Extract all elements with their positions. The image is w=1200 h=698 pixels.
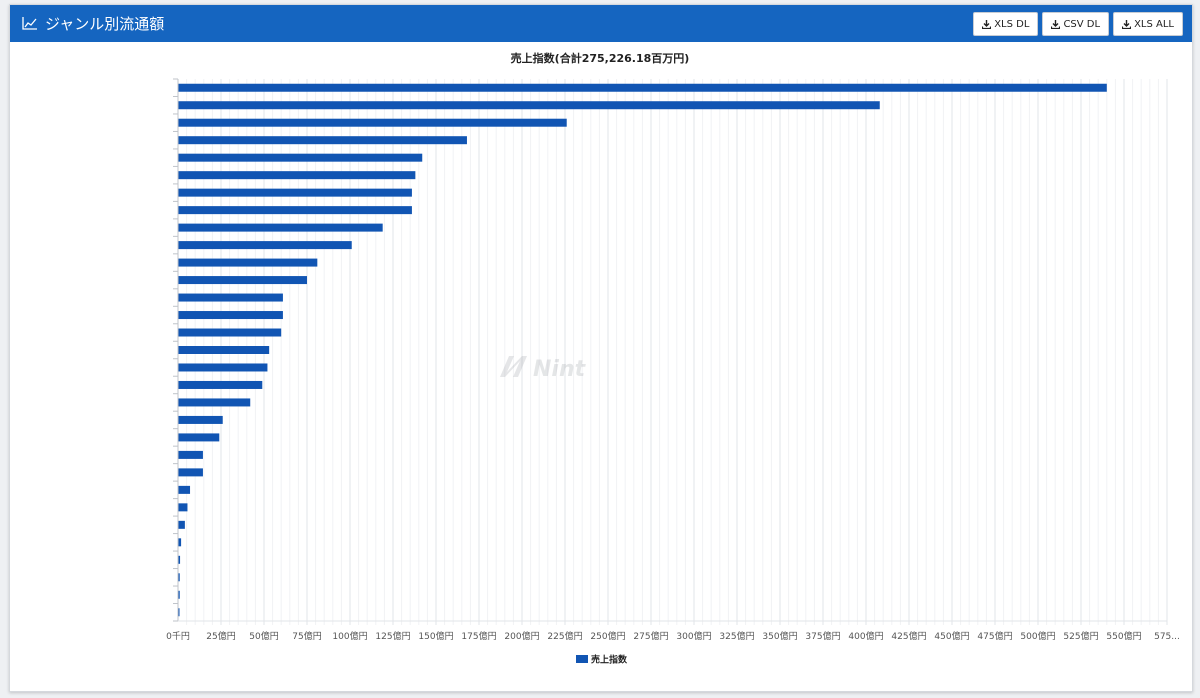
x-tick-label: 25億円 xyxy=(206,630,235,642)
bar[interactable] xyxy=(178,380,263,389)
nint-logo-icon xyxy=(500,356,527,377)
x-tick-label: 525億円 xyxy=(1063,630,1098,642)
x-tick-label: 125億円 xyxy=(375,630,410,642)
bar[interactable] xyxy=(178,276,307,285)
bar[interactable] xyxy=(178,83,1107,92)
csv-download-button[interactable]: CSV DL xyxy=(1042,12,1110,36)
xls-all-download-button[interactable]: XLS ALL xyxy=(1113,12,1183,36)
bar[interactable] xyxy=(178,328,282,337)
panel-title-text: ジャンル別流通額 xyxy=(45,15,165,33)
xls-all-download-label: XLS ALL xyxy=(1134,18,1174,30)
panel-title: ジャンル別流通額 xyxy=(22,5,164,42)
x-tick-label: 350億円 xyxy=(762,630,797,642)
chart-axes xyxy=(173,78,1167,622)
bar[interactable] xyxy=(178,520,185,529)
bar[interactable] xyxy=(178,433,220,442)
bar[interactable] xyxy=(178,573,180,582)
x-axis-tick-labels: 0千円 25億円 50億円 75億円 100億円 125億円 150億円 175億円 200億円… xyxy=(166,630,1180,642)
bar[interactable] xyxy=(178,258,318,267)
bar[interactable] xyxy=(178,555,181,564)
x-tick-label: 175億円 xyxy=(461,630,496,642)
x-tick-label: 100億円 xyxy=(332,630,367,642)
bar[interactable] xyxy=(178,538,182,547)
bar[interactable] xyxy=(178,241,352,250)
x-tick-label: 400億円 xyxy=(848,630,883,642)
x-tick-label: 225億円 xyxy=(547,630,582,642)
x-tick-label: 500億円 xyxy=(1020,630,1055,642)
x-tick-label: 0千円 xyxy=(166,631,190,642)
x-tick-label: 325億円 xyxy=(719,630,754,642)
nint-watermark: Nint xyxy=(500,356,587,382)
bar[interactable] xyxy=(178,311,283,320)
x-tick-label: 375億円 xyxy=(805,630,840,642)
bar[interactable] xyxy=(178,346,270,354)
legend-swatch xyxy=(576,655,588,663)
watermark-text: Nint xyxy=(533,357,587,382)
download-icon xyxy=(982,19,992,29)
chart-gridlines xyxy=(186,79,1168,625)
bar[interactable] xyxy=(178,188,412,197)
bar[interactable] xyxy=(178,485,191,494)
x-tick-label: 150億円 xyxy=(418,630,453,642)
bar[interactable] xyxy=(178,171,416,180)
panel-header: ジャンル別流通額 XLS DL CSV DL XLS ALL xyxy=(10,5,1192,42)
x-tick-label: 250億円 xyxy=(590,630,625,642)
bar[interactable] xyxy=(178,590,180,599)
export-buttons: XLS DL CSV DL XLS ALL xyxy=(973,12,1183,36)
bar[interactable] xyxy=(178,450,203,459)
xls-download-label: XLS DL xyxy=(994,18,1030,30)
bar[interactable] xyxy=(178,503,188,512)
chart-bars xyxy=(178,83,1107,617)
bar[interactable] xyxy=(178,101,880,110)
chart-title: 売上指数(合計275,226.18百万円) xyxy=(511,51,690,65)
legend-label: 売上指数 xyxy=(591,654,628,666)
bar[interactable] xyxy=(178,223,383,232)
bar[interactable] xyxy=(178,136,467,145)
x-tick-label: 475億円 xyxy=(977,630,1012,642)
bar[interactable] xyxy=(178,118,567,127)
bar[interactable] xyxy=(178,468,203,477)
bar[interactable] xyxy=(178,153,423,162)
x-tick-label: 200億円 xyxy=(504,630,539,642)
x-tick-label: 300億円 xyxy=(676,630,711,642)
chart-icon xyxy=(22,17,38,30)
x-tick-label: 50億円 xyxy=(249,630,278,642)
bar[interactable] xyxy=(178,293,283,302)
bar[interactable] xyxy=(178,415,223,424)
bar[interactable] xyxy=(178,363,268,372)
bar[interactable] xyxy=(178,398,251,407)
x-tick-label: 425億円 xyxy=(891,630,926,642)
csv-download-label: CSV DL xyxy=(1063,18,1101,30)
x-tick-label: 575... xyxy=(1154,632,1180,642)
bar[interactable] xyxy=(178,206,412,215)
download-icon xyxy=(1051,19,1061,29)
x-tick-label: 550億円 xyxy=(1106,630,1141,642)
chart-legend[interactable]: 売上指数 xyxy=(576,654,628,666)
x-tick-label: 450億円 xyxy=(934,630,969,642)
xls-download-button[interactable]: XLS DL xyxy=(973,12,1039,36)
x-tick-label: 275億円 xyxy=(633,630,668,642)
bar[interactable] xyxy=(178,608,180,617)
download-icon xyxy=(1122,19,1132,29)
x-tick-label: 75億円 xyxy=(292,630,321,642)
